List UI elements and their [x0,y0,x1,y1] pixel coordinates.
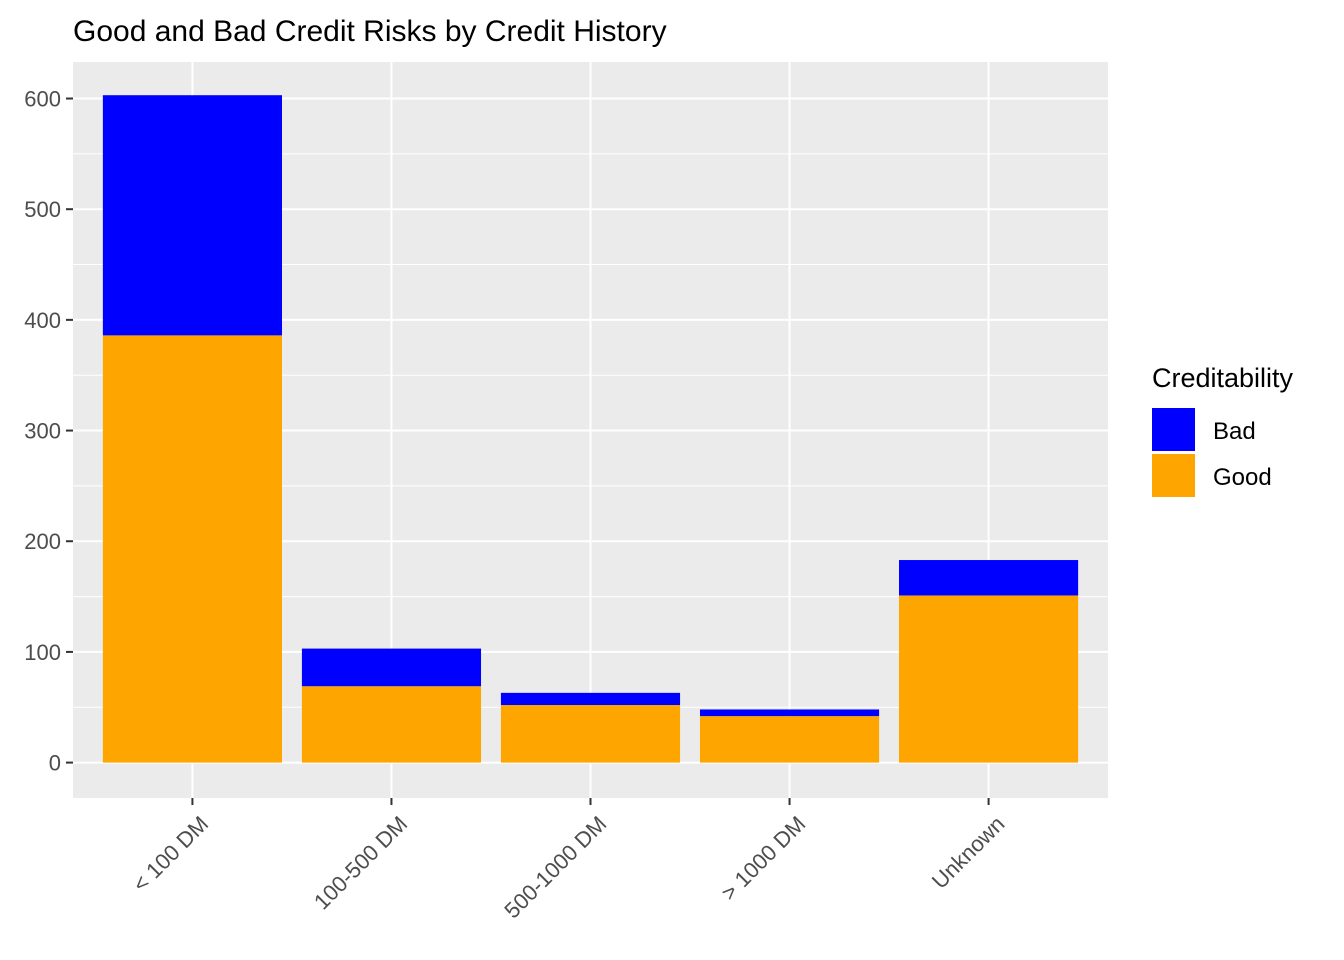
y-axis: 0 100 200 300 400 500 600 [24,87,73,776]
legend-label: Bad [1213,418,1256,445]
legend-key-good [1152,454,1195,497]
y-tick-label: 400 [24,308,61,333]
bar-good-1 [301,686,482,763]
bars [102,95,1079,763]
y-tick-label: 500 [24,197,61,222]
y-tick-label: 600 [24,87,61,112]
x-tick-label: 100-500 DM [309,811,412,914]
chart-title: Good and Bad Credit Risks by Credit Hist… [73,15,667,48]
legend-key-bad [1152,408,1195,451]
bar-good-0 [102,335,282,763]
legend: Creditability Bad Good [1152,363,1294,497]
y-tick-label: 100 [24,640,61,665]
legend-label: Good [1213,464,1272,491]
y-tick-label: 300 [24,419,61,444]
bar-bad-4 [899,560,1079,596]
bar-good-4 [899,595,1079,763]
x-tick-label: < 100 DM [128,811,214,897]
bar-good-2 [500,705,681,763]
x-axis: < 100 DM 100-500 DM 500-1000 DM > 1000 DM Un… [128,798,1010,923]
bar-bad-2 [500,692,681,706]
x-tick-label: Unknown [927,811,1010,894]
x-tick-label: 500-1000 DM [499,811,611,923]
bar-bad-3 [699,709,880,717]
bar-bad-0 [102,95,282,336]
legend-title: Creditability [1152,363,1294,393]
x-tick-label: > 1000 DM [716,811,810,905]
bar-good-3 [699,716,880,763]
bar-bad-1 [301,648,482,687]
y-tick-label: 200 [24,529,61,554]
y-tick-label: 0 [49,751,61,776]
